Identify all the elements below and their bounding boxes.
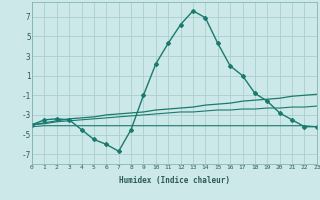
X-axis label: Humidex (Indice chaleur): Humidex (Indice chaleur) [119, 176, 230, 185]
